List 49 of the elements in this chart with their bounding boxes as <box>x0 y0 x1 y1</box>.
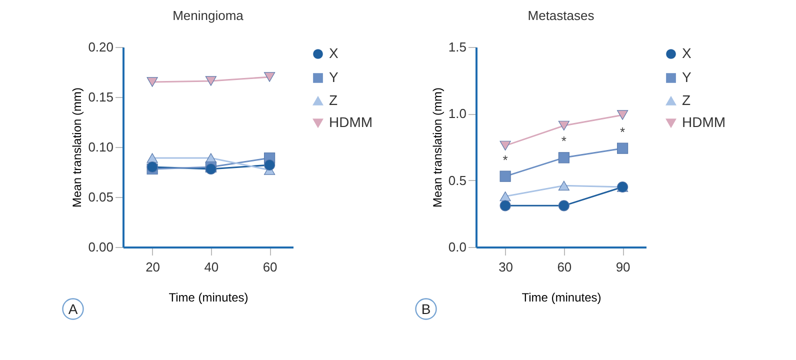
legend-label: Y <box>329 69 339 85</box>
y-tick-label: 0.00 <box>88 240 114 254</box>
point <box>617 110 628 120</box>
legend-label: HDMM <box>329 114 373 130</box>
y-axis-title: Mean translation (mm) <box>430 87 444 208</box>
legend-label: Z <box>329 92 338 108</box>
point <box>146 153 158 163</box>
point <box>500 191 511 202</box>
text: B <box>421 301 431 317</box>
text: A <box>68 301 78 317</box>
y-tick-label: 0.0 <box>448 240 466 254</box>
legend-label: Z <box>682 92 691 108</box>
x-tick-label: 20 <box>146 260 160 274</box>
x-tick-label: 60 <box>262 260 278 274</box>
point <box>500 200 511 212</box>
legend-label: HDMM <box>682 114 726 130</box>
annotation: * <box>502 152 508 168</box>
x-axis-title: Time (minutes) <box>522 290 602 304</box>
y-axis-title: Mean translation (mm) <box>70 87 84 208</box>
y-tick-label: 0.5 <box>448 172 466 188</box>
chart-title: Metastases <box>528 8 595 23</box>
point <box>500 170 511 182</box>
chart-title: Meningioma <box>172 8 244 23</box>
point <box>500 140 511 151</box>
x-tick-label: 90 <box>616 260 630 274</box>
point <box>146 77 158 87</box>
legend-label: X <box>682 45 692 61</box>
point <box>264 72 276 82</box>
point <box>558 180 570 191</box>
y-tick-label: 0.10 <box>88 140 114 154</box>
x-tick-label: 30 <box>498 260 514 274</box>
point <box>617 142 628 154</box>
x-axis-title: Time (minutes) <box>168 290 248 304</box>
point <box>558 200 570 212</box>
point <box>205 76 216 86</box>
point <box>558 120 570 131</box>
x-tick-label: 40 <box>204 260 219 274</box>
x-tick-label: 60 <box>557 260 572 274</box>
y-tick-label: 0.20 <box>88 40 114 54</box>
y-tick-label: 1.5 <box>448 40 466 54</box>
y-tick-label: 1.0 <box>448 106 466 122</box>
point <box>264 159 276 171</box>
y-tick-label: 0.05 <box>88 190 114 204</box>
point <box>558 152 570 164</box>
legend-label: Y <box>682 69 692 85</box>
annotation: * <box>561 134 566 149</box>
y-tick-label: 0.15 <box>88 90 114 104</box>
annotation: * <box>620 124 626 140</box>
legend-label: X <box>329 45 339 61</box>
